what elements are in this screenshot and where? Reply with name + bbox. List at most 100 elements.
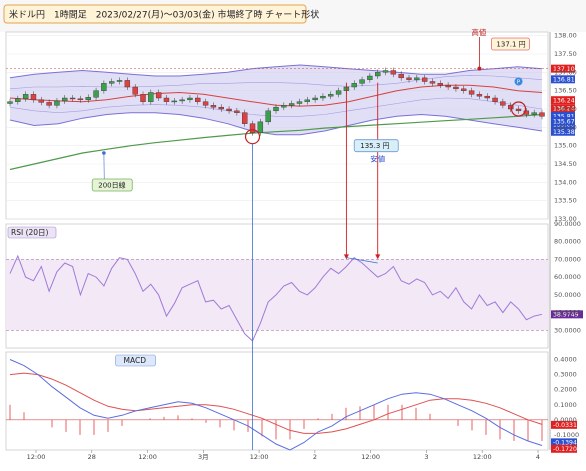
candle-body — [274, 107, 279, 111]
candle-body — [266, 111, 271, 122]
high-value-label: 137.1 円 — [496, 41, 525, 49]
candle-body — [39, 100, 44, 103]
candle-body — [485, 96, 490, 98]
candle-body — [219, 107, 224, 109]
candle-body — [336, 91, 341, 95]
candle-body — [469, 91, 474, 95]
candle-body — [305, 100, 310, 102]
price-tick-label: 133.50 — [554, 197, 577, 205]
candle-body — [117, 80, 122, 81]
candle-body — [195, 98, 200, 102]
price-tick-label: 136.50 — [554, 87, 577, 95]
candle-body — [446, 85, 451, 87]
candle-body — [31, 94, 36, 100]
candle-body — [422, 78, 427, 82]
candle-body — [101, 83, 106, 90]
candle-body — [187, 98, 192, 100]
macd-tick-label: 0.0000 — [554, 416, 577, 424]
candle-body — [23, 94, 28, 98]
macd-tick-label: 0.4000 — [554, 356, 577, 364]
macd-tick-label: -0.1000 — [554, 431, 579, 439]
macd-value-label: -0.1720 — [553, 446, 577, 453]
macd-panel — [6, 352, 548, 450]
price-tick-label: 137.00 — [554, 68, 577, 76]
candle-body — [399, 74, 404, 78]
candle-body — [156, 93, 161, 99]
candle-body — [320, 96, 325, 98]
candle-body — [141, 94, 146, 101]
price-tick-label: 134.50 — [554, 160, 577, 168]
price-badge-label: 136.24 — [553, 98, 575, 105]
low-value-label: 135.3 円 — [360, 142, 389, 150]
x-tick-label: 2 — [313, 453, 317, 461]
candle-body — [328, 94, 333, 96]
candle-body — [250, 124, 255, 133]
price-tick-label: 138.00 — [554, 32, 577, 40]
candle-body — [430, 82, 435, 84]
price-badge-label: 136.81 — [553, 77, 575, 84]
ma200-label: 200日線 — [98, 181, 125, 190]
candle-body — [493, 98, 498, 102]
x-tick-label: 12:00 — [361, 453, 380, 461]
candle-body — [258, 122, 263, 133]
macd-tick-label: 0.2000 — [554, 386, 577, 394]
candle-body — [375, 72, 380, 76]
candle-body — [203, 102, 208, 106]
macd-tick-label: 0.1000 — [554, 401, 577, 409]
high-label: 高値 — [471, 27, 486, 37]
price-tick-label: 137.50 — [554, 50, 577, 58]
candle-body — [477, 94, 482, 96]
candle-body — [54, 101, 59, 105]
candle-body — [281, 105, 286, 107]
rsi-tick-label: 80.0000 — [554, 238, 581, 246]
candle-body — [47, 102, 52, 105]
price-tick-label: 135.00 — [554, 142, 577, 150]
rsi-tick-label: 70.0000 — [554, 255, 581, 263]
candle-body — [461, 89, 466, 91]
rsi-panel-label: RSI (20日) — [11, 228, 49, 237]
macd-panel-label: MACD — [124, 356, 147, 365]
x-tick-label: 12:00 — [27, 453, 46, 461]
candle-body — [94, 91, 99, 98]
candle-body — [8, 102, 13, 104]
high-point — [477, 67, 481, 71]
candle-body — [540, 113, 545, 117]
candle-body — [234, 111, 239, 113]
candle-body — [125, 80, 130, 87]
chart-title: 米ドル円 1時間足 2023/02/27(月)〜03/03(金) 市場終了時 チ… — [9, 9, 319, 21]
x-tick-label: 4 — [536, 453, 540, 461]
candle-body — [407, 78, 412, 80]
x-tick-label: 12:00 — [138, 453, 157, 461]
candle-body — [109, 82, 114, 84]
candle-body — [133, 87, 138, 94]
x-tick-label: 12:00 — [473, 453, 492, 461]
rsi-tick-label: 60.0000 — [554, 273, 581, 281]
candle-body — [297, 102, 302, 104]
candle-body — [313, 98, 318, 100]
candle-body — [227, 109, 232, 111]
candle-body — [86, 97, 91, 100]
candle-body — [391, 71, 396, 75]
candle-body — [500, 102, 505, 106]
candle-body — [15, 99, 20, 102]
x-tick-label: 28 — [88, 453, 96, 461]
candle-body — [289, 104, 294, 106]
candle-body — [414, 78, 419, 80]
candle-body — [172, 101, 177, 102]
candle-body — [383, 71, 388, 73]
price-tick-label: 135.50 — [554, 123, 577, 131]
candle-body — [164, 98, 169, 102]
rsi-tick-label: 50.0000 — [554, 291, 581, 299]
candle-body — [180, 100, 185, 101]
candle-body — [78, 99, 83, 100]
candle-body — [70, 98, 75, 99]
candle-body — [453, 87, 458, 89]
rsi-tick-label: 90.0000 — [554, 220, 581, 228]
low-label: 安値 — [370, 154, 385, 164]
candle-body — [516, 109, 521, 111]
candle-body — [352, 83, 357, 87]
macd-tick-label: 0.3000 — [554, 371, 577, 379]
candle-body — [148, 93, 153, 102]
candle-body — [367, 76, 372, 80]
